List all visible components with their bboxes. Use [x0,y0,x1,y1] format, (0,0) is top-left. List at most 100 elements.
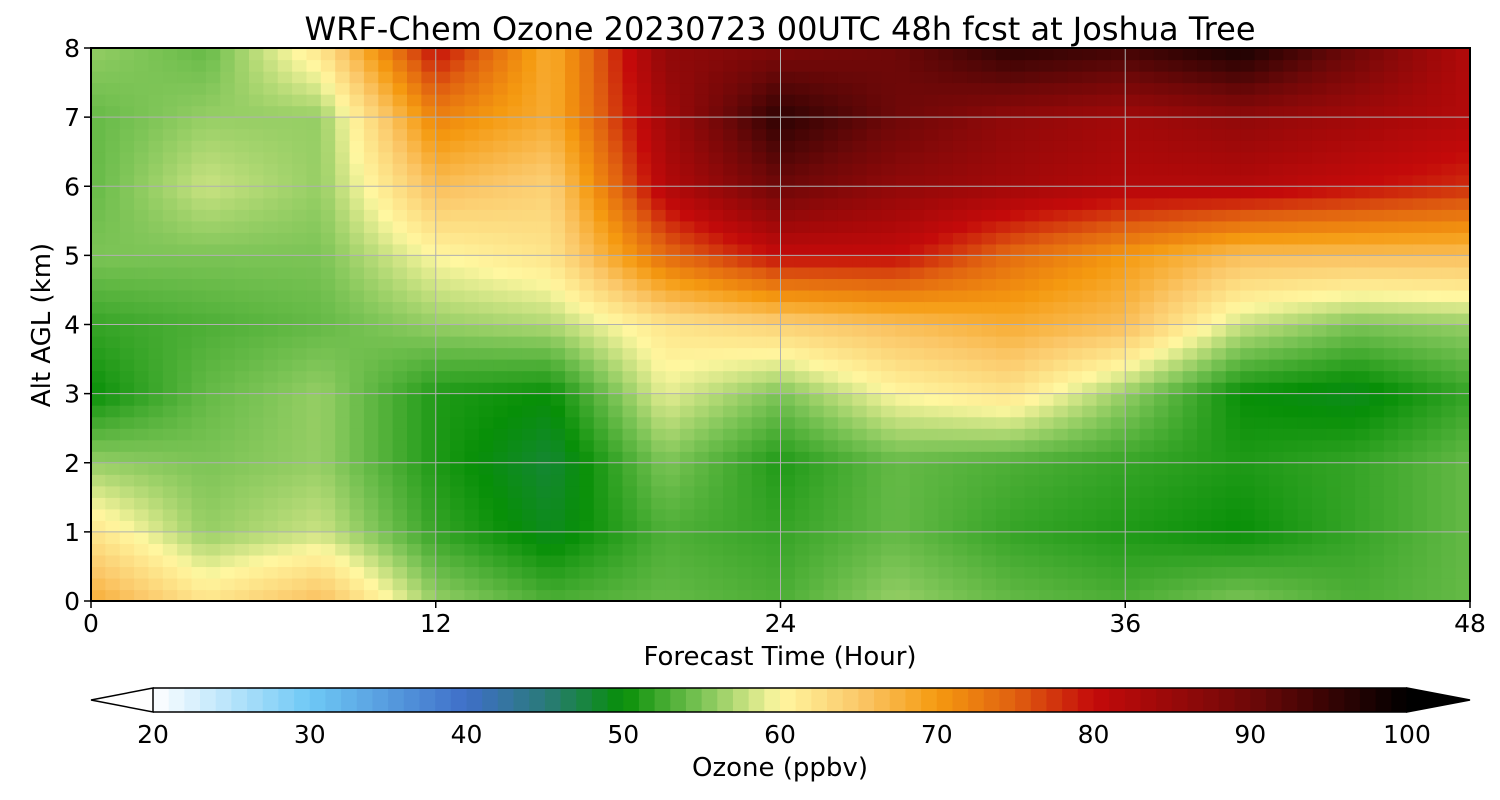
heatmap-cell [119,324,135,337]
heatmap-cell [392,82,408,95]
heatmap-cell [249,324,264,337]
heatmap-cell [565,405,580,418]
heatmap-cell [450,474,466,487]
heatmap-cell [550,393,566,406]
heatmap-cell [924,520,940,533]
heatmap-cell [234,197,250,210]
heatmap-cell [292,266,308,280]
heatmap-cell [205,439,221,452]
heatmap-cell [493,301,509,314]
heatmap-cell [464,289,480,303]
heatmap-cell [852,485,868,498]
heatmap-cell [1268,209,1284,222]
heatmap-cell [1398,140,1414,153]
heatmap-cell [1398,474,1414,487]
heatmap-cell [1153,428,1169,441]
heatmap-cell [177,209,193,222]
heatmap-cell [1067,347,1083,360]
heatmap-cell [349,485,365,498]
heatmap-cell [407,462,422,475]
heatmap-cell [162,485,178,498]
heatmap-cell [378,393,394,406]
heatmap-cell [967,428,983,441]
heatmap-cell [1211,451,1227,464]
heatmap-cell [1168,543,1184,556]
heatmap-cell [407,508,422,521]
heatmap-cell [967,48,983,61]
heatmap-cell [579,497,595,510]
heatmap-cell [909,140,925,153]
heatmap-cell [521,278,537,291]
heatmap-cell [507,278,523,291]
colorbar-segment [1265,688,1283,712]
heatmap-cell [694,59,710,72]
heatmap-cell [1455,577,1470,591]
heatmap-cell [1240,312,1256,326]
heatmap-cell [665,71,681,84]
heatmap-cell [421,439,437,452]
heatmap-cell [1311,485,1327,498]
heatmap-cell [995,105,1011,118]
heatmap-cell [794,94,810,107]
heatmap-cell [521,117,537,130]
heatmap-cell [1254,566,1270,579]
heatmap-cell [1283,82,1299,95]
heatmap-cell [995,359,1011,372]
heatmap-cell [1383,497,1399,510]
heatmap-cell [579,566,595,579]
heatmap-cell [1182,462,1198,475]
heatmap-cell [579,186,595,199]
heatmap-cell [1225,347,1241,360]
heatmap-cell [450,278,466,291]
colorbar [90,687,1471,713]
heatmap-cell [1369,497,1385,510]
heatmap-cell [1067,128,1083,141]
heatmap-cell [952,312,968,326]
heatmap-cell [780,393,796,406]
heatmap-cell [1254,554,1270,568]
heatmap-cell [1053,220,1069,233]
heatmap-cell [421,140,437,153]
heatmap-cell [1211,301,1227,314]
heatmap-cell [1024,474,1040,487]
heatmap-cell [608,140,624,153]
heatmap-cell [608,543,624,556]
heatmap-cell [335,105,351,118]
heatmap-cell [306,577,322,591]
heatmap-cell [493,151,509,164]
heatmap-cell [119,232,135,245]
heatmap-cell [349,393,365,406]
heatmap-cell [1067,174,1083,187]
heatmap-cell [794,336,810,349]
heatmap-cell [249,416,264,429]
heatmap-cell [1168,255,1184,268]
heatmap-cell [134,140,150,153]
heatmap-cell [708,439,724,452]
heatmap-cell [579,485,595,498]
heatmap-cell [435,589,451,601]
heatmap-cell [263,255,279,268]
heatmap-cell [565,105,580,118]
heatmap-cell [1412,336,1428,349]
heatmap-cell [593,117,609,130]
heatmap-cell [378,117,394,130]
heatmap-cell [277,508,293,521]
heatmap-cell [1311,416,1327,429]
heatmap-cell [723,485,738,498]
heatmap-cell [1355,151,1371,164]
heatmap-cell [349,255,365,268]
heatmap-cell [780,336,796,349]
heatmap-cell [1211,232,1227,245]
heatmap-cell [579,220,595,233]
heatmap-cell [622,589,638,601]
heatmap-cell [1326,186,1342,199]
heatmap-cell [1441,94,1457,107]
heatmap-cell [521,589,537,601]
heatmap-cell [191,186,207,199]
heatmap-cell [1455,347,1470,360]
heatmap-cell [119,220,135,233]
heatmap-cell [521,405,537,418]
heatmap-cell [780,508,796,521]
heatmap-cell [608,370,624,383]
heatmap-cell [895,163,911,176]
